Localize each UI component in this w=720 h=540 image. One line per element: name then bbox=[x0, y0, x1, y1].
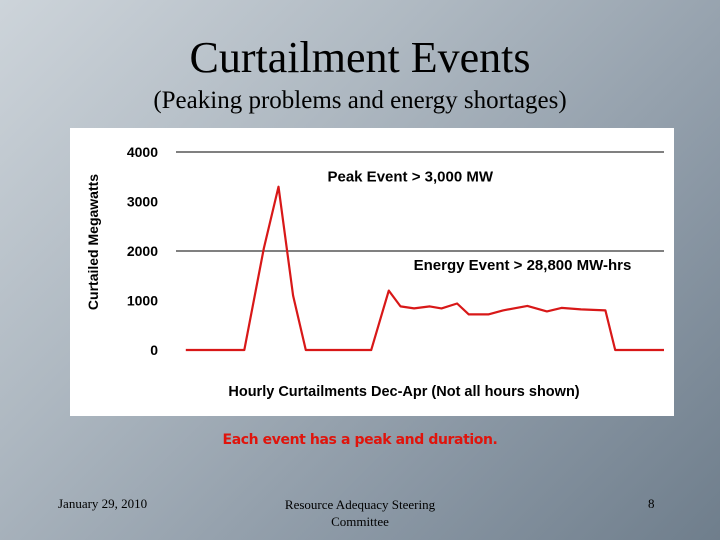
page-number: 8 bbox=[648, 496, 655, 511]
footer-presentation-title: Resource Adequacy Steering Committee bbox=[284, 497, 436, 529]
footer-date: January 29, 2010 bbox=[58, 496, 148, 511]
series-line-curtailment bbox=[185, 185, 664, 352]
y-tick-label-0: 0 bbox=[150, 342, 158, 358]
slide-title: Curtailment Events bbox=[189, 33, 531, 82]
y-tick-label-3000: 3000 bbox=[127, 194, 158, 210]
y-axis-label: Curtailed Megawatts bbox=[85, 174, 101, 310]
slide-subtitle: (Peaking problems and energy shortages) bbox=[153, 87, 567, 114]
x-axis-label: Hourly Curtailments Dec-Apr (Not all hou… bbox=[228, 384, 579, 400]
y-tick-label-4000: 4000 bbox=[127, 144, 158, 160]
y-tick-label-2000: 2000 bbox=[127, 243, 158, 259]
chart-panel: Curtailed Megawatts 0 1000 2000 3000 4000 Pe… bbox=[70, 128, 674, 416]
curtailment-chart: Curtailed Megawatts 0 1000 2000 3000 4000 Pe… bbox=[85, 144, 664, 400]
annotation-peak-event: Peak Event > 3,000 MW bbox=[327, 169, 493, 186]
chart-caption: Each event has a peak and duration. bbox=[222, 432, 498, 448]
y-tick-label-1000: 1000 bbox=[127, 293, 158, 309]
annotation-energy-event: Energy Event > 28,800 MW-hrs bbox=[414, 257, 632, 274]
